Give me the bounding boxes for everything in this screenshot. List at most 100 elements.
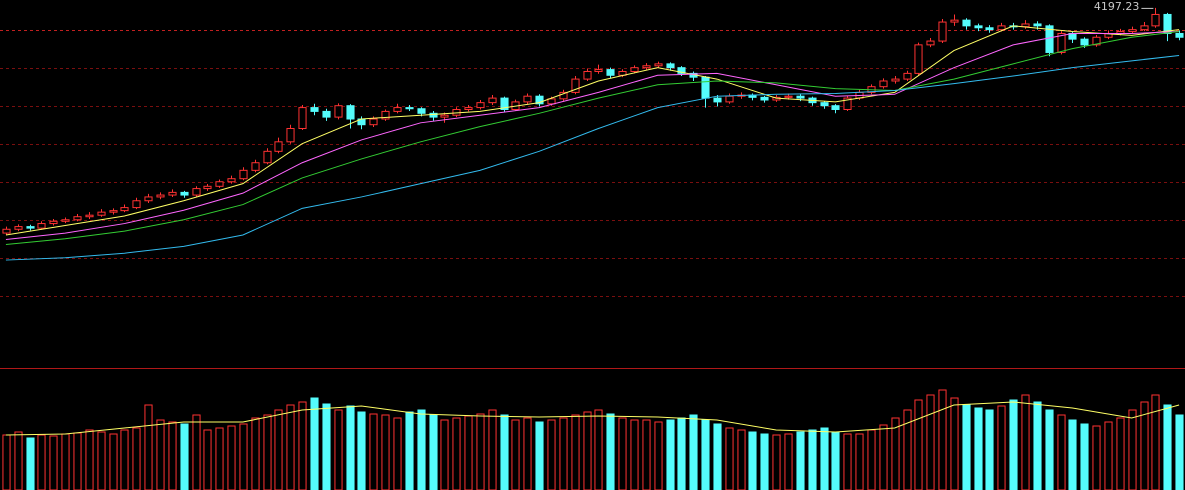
volume-bar [109, 433, 118, 490]
candle-body [891, 78, 900, 82]
candle-body [606, 69, 615, 76]
candle-body [559, 91, 568, 100]
volume-bar [725, 427, 734, 490]
candle-body [203, 185, 212, 190]
candle-body [547, 98, 556, 105]
volume-bar [180, 423, 189, 490]
candle-body [440, 114, 449, 118]
volume-bar [1163, 404, 1172, 490]
volume-bar [606, 413, 615, 490]
volume-bar [1104, 421, 1113, 490]
volume-bar [737, 429, 746, 490]
volume-average-line [5, 401, 1180, 436]
candle-body [1033, 23, 1042, 27]
candle-body [784, 95, 793, 98]
volume-bar [192, 414, 201, 490]
volume-bar [891, 417, 900, 490]
volume-bar [1151, 394, 1160, 490]
candle-body [974, 25, 983, 29]
volume-bar [263, 414, 272, 490]
candle-body [654, 63, 663, 67]
volume-bar [215, 427, 224, 490]
volume-bar [796, 431, 805, 490]
volume-bar [144, 404, 153, 490]
candle-body [109, 210, 118, 213]
volume-bar [701, 419, 710, 490]
volume-bar [879, 424, 888, 490]
candle-body [677, 67, 686, 74]
volume-bar [168, 421, 177, 490]
candle-body [843, 97, 852, 110]
candle-body [997, 25, 1006, 31]
candle-body [523, 95, 532, 103]
moving-average-line [5, 31, 1180, 241]
volume-bar [132, 427, 141, 490]
candle-body [251, 162, 260, 171]
volume-bar [1045, 409, 1054, 490]
candle-body [950, 19, 959, 23]
volume-bar [417, 409, 426, 490]
volume-bar [440, 419, 449, 490]
volume-bar [974, 407, 983, 490]
volume-bar [855, 433, 864, 490]
candle-body [1057, 32, 1066, 53]
volume-bar [820, 427, 829, 490]
candle-body [1092, 36, 1101, 46]
candle-body [322, 110, 331, 118]
volume-bar [298, 401, 307, 490]
candle-body [144, 196, 153, 202]
volume-bar [393, 417, 402, 490]
volume-bar [571, 414, 580, 490]
candle-body [97, 211, 106, 216]
candle-body [831, 105, 840, 110]
moving-average-line [5, 25, 1180, 236]
volume-bar [997, 405, 1006, 490]
candle-body [14, 226, 23, 230]
volume-bar [1175, 414, 1184, 490]
candle-body [903, 72, 912, 80]
volume-bar [760, 433, 769, 490]
candle-body [500, 97, 509, 110]
candle-body [310, 107, 319, 112]
candle-body [476, 102, 485, 109]
volume-bar [713, 423, 722, 490]
candle-body [168, 191, 177, 196]
volume-bar [1009, 399, 1018, 490]
volume-bar [286, 404, 295, 490]
candle-body [26, 226, 35, 229]
candle-body [938, 21, 947, 42]
volume-bar [73, 432, 82, 490]
candle-body [701, 76, 710, 99]
volume-bar [654, 421, 663, 490]
volume-bar [962, 404, 971, 490]
candle-body [37, 223, 46, 229]
candle-body [583, 70, 592, 80]
volume-bar [429, 414, 438, 490]
candle-body [1140, 25, 1149, 31]
volume-bar [381, 414, 390, 490]
volume-bar [369, 413, 378, 490]
volume-bar [357, 411, 366, 490]
volume-bar [1021, 394, 1030, 490]
candle-body [796, 95, 805, 99]
candle-body [820, 102, 829, 107]
candle-body [274, 141, 283, 152]
volume-bar [239, 423, 248, 490]
volume-bar [405, 411, 414, 490]
volume-bar [642, 419, 651, 490]
volume-bar [535, 421, 544, 490]
candle-body [1151, 13, 1160, 27]
candle-body [227, 178, 236, 183]
volume-bar [689, 414, 698, 490]
volume-bar [227, 425, 236, 490]
volume-bar [488, 409, 497, 490]
candle-body [2, 228, 11, 234]
candle-body [85, 214, 94, 218]
candle-body [49, 220, 58, 225]
volume-bar [346, 405, 355, 490]
candle-body [1045, 25, 1054, 53]
volume-bar [950, 397, 959, 490]
